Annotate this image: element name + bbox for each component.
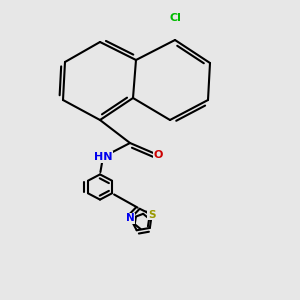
Text: Cl: Cl: [169, 13, 181, 23]
Text: O: O: [153, 150, 163, 160]
Text: S: S: [148, 210, 155, 220]
Text: N: N: [126, 213, 135, 224]
Text: HN: HN: [94, 152, 112, 162]
